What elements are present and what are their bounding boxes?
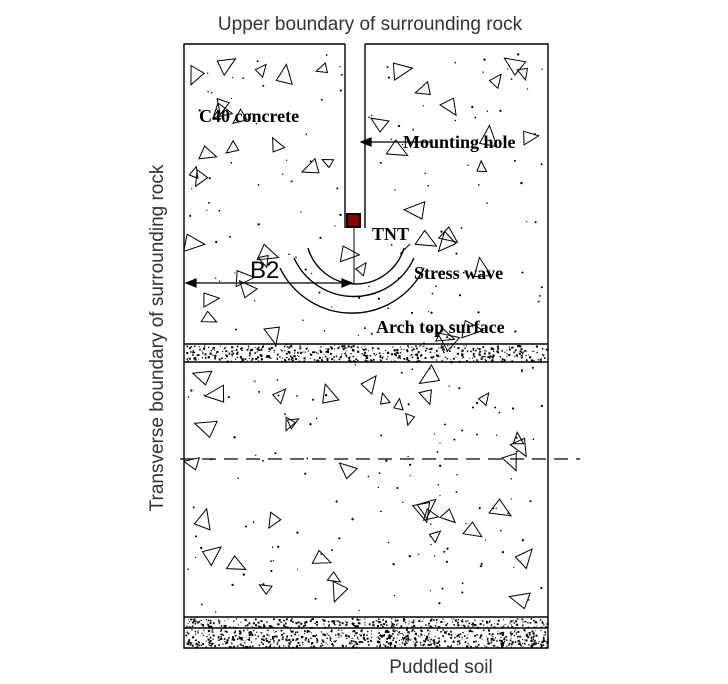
concrete-aggregate-texture bbox=[184, 53, 544, 613]
stress-wave-label: Stress wave bbox=[414, 263, 503, 283]
stress-wave-arc-3 bbox=[279, 267, 425, 314]
distance-arrowhead-left bbox=[184, 278, 197, 288]
side-boundary-label: Transverse boundary of surrounding rock bbox=[147, 164, 168, 511]
gravel-layers bbox=[185, 345, 549, 649]
top-boundary-label: Upper boundary of surrounding rock bbox=[218, 14, 523, 35]
distance-arrow bbox=[184, 278, 354, 288]
stress-wave-arcs bbox=[279, 247, 425, 314]
stress-wave-arc-1 bbox=[307, 247, 405, 285]
mounting-hole-label: Mounting hole bbox=[403, 132, 516, 152]
outer-boundary bbox=[183, 43, 549, 649]
mounting-hole bbox=[344, 44, 366, 228]
bottom-label: Puddled soil bbox=[389, 657, 493, 678]
mounting-hole-pointer bbox=[359, 137, 430, 147]
tnt-label: TNT bbox=[372, 224, 409, 244]
concrete-label: C40 concrete bbox=[199, 106, 299, 126]
distance-label: B2 bbox=[250, 257, 279, 284]
arch-top-label: Arch top surface bbox=[376, 317, 505, 337]
tnt-charge bbox=[346, 213, 361, 228]
model-outline bbox=[183, 43, 549, 649]
stress-wave-pointer bbox=[399, 243, 411, 255]
stress-wave-arc-2 bbox=[293, 257, 415, 298]
distance-arrowhead-right bbox=[341, 278, 354, 288]
